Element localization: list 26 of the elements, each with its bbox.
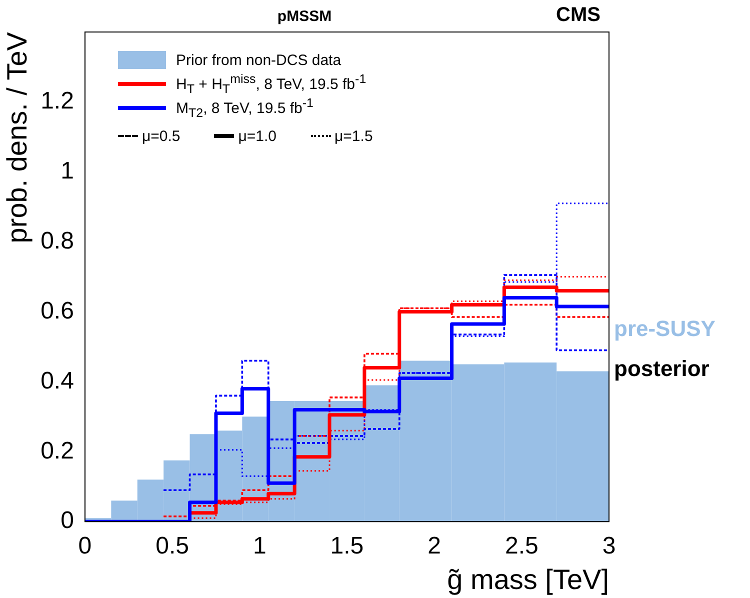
x-axis-title: g̃ mass [TeV]	[447, 564, 609, 595]
y-tick-label: 0.2	[40, 437, 74, 464]
y-tick-label: 0.6	[40, 297, 74, 324]
x-tick-label: 0.5	[156, 532, 189, 560]
text: posterior	[614, 356, 710, 382]
legend-label: H$_{T}$ + H$_{T}$$^{miss}$, 8 TeV, 19.5 fb$^{-1}$	[176, 72, 366, 96]
text: pre-SUSY	[614, 316, 716, 342]
x-tick-label: 3	[602, 532, 616, 560]
x-tick-label: 1	[252, 532, 266, 560]
text: CMS	[556, 4, 600, 27]
annotation: μ=1.5	[334, 128, 373, 144]
x-tick-label: 2	[428, 532, 441, 560]
y-tick-label: 0.8	[40, 227, 74, 254]
legend-label: M$_{T2}$, 8 TeV, 19.5 fb$^{-1}$	[176, 96, 314, 120]
y-tick-label: 1	[60, 158, 74, 185]
x-tick-label: 1.5	[330, 532, 364, 560]
annotation: μ=0.5	[142, 128, 180, 144]
x-tick-label: 0	[78, 532, 92, 560]
y-tick-label: 1.2	[40, 88, 74, 115]
y-tick-label: 0	[60, 507, 74, 534]
annotation: μ=1.0	[238, 128, 277, 144]
x-tick-label: 2.5	[504, 532, 538, 560]
legend-label: Prior from non-DCS data	[176, 52, 342, 68]
chart-title: pMSSM	[277, 8, 332, 26]
y-tick-label: 0.4	[40, 367, 74, 394]
y-axis-title: prob. dens. / TeV	[2, 32, 33, 244]
